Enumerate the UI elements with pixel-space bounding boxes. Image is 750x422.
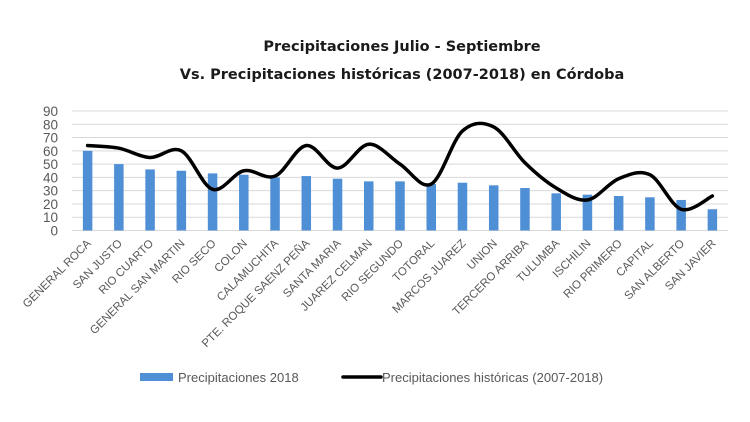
y-tick-label: 70 bbox=[43, 131, 58, 146]
bar bbox=[582, 194, 593, 231]
y-tick-label: 30 bbox=[43, 184, 58, 199]
bar bbox=[364, 181, 374, 231]
legend-swatch-bar bbox=[140, 373, 173, 381]
bar bbox=[613, 195, 624, 231]
legend: Precipitaciones 2018 Precipitaciones his… bbox=[140, 370, 603, 385]
bar bbox=[645, 197, 655, 231]
bars bbox=[82, 150, 718, 231]
bar bbox=[270, 177, 280, 231]
legend-label-line: Precipitaciones históricas (2007-2018) bbox=[382, 370, 603, 385]
bar bbox=[114, 164, 124, 231]
bar bbox=[676, 199, 686, 231]
y-tick-label: 60 bbox=[43, 144, 58, 159]
y-tick-label: 50 bbox=[43, 157, 58, 172]
y-tick-label: 40 bbox=[43, 170, 58, 185]
chart-title: Precipitaciones Julio - Septiembre bbox=[263, 39, 540, 55]
bar bbox=[145, 169, 155, 231]
bar bbox=[239, 174, 249, 231]
bar bbox=[395, 181, 405, 231]
y-tick-label: 80 bbox=[43, 117, 58, 132]
y-tick-label: 10 bbox=[43, 210, 58, 225]
bar bbox=[520, 188, 530, 231]
x-tick-label: RIO CUARTO bbox=[97, 238, 156, 297]
y-tick-label: 90 bbox=[43, 104, 58, 119]
bar bbox=[707, 209, 718, 231]
chart-subtitle: Vs. Precipitaciones históricas (2007-201… bbox=[180, 67, 625, 83]
bar bbox=[332, 178, 343, 231]
bar bbox=[207, 173, 218, 231]
bar bbox=[551, 193, 561, 231]
line-series-path bbox=[85, 121, 715, 212]
bar bbox=[176, 170, 187, 231]
y-tick-label: 20 bbox=[43, 197, 58, 212]
bar bbox=[488, 185, 499, 231]
bar bbox=[82, 150, 93, 231]
bar bbox=[426, 184, 436, 231]
historical-line bbox=[85, 121, 715, 212]
legend-label-bar: Precipitaciones 2018 bbox=[178, 370, 299, 385]
bar bbox=[301, 176, 312, 231]
bar bbox=[457, 182, 468, 231]
y-tick-label: 0 bbox=[50, 224, 58, 239]
